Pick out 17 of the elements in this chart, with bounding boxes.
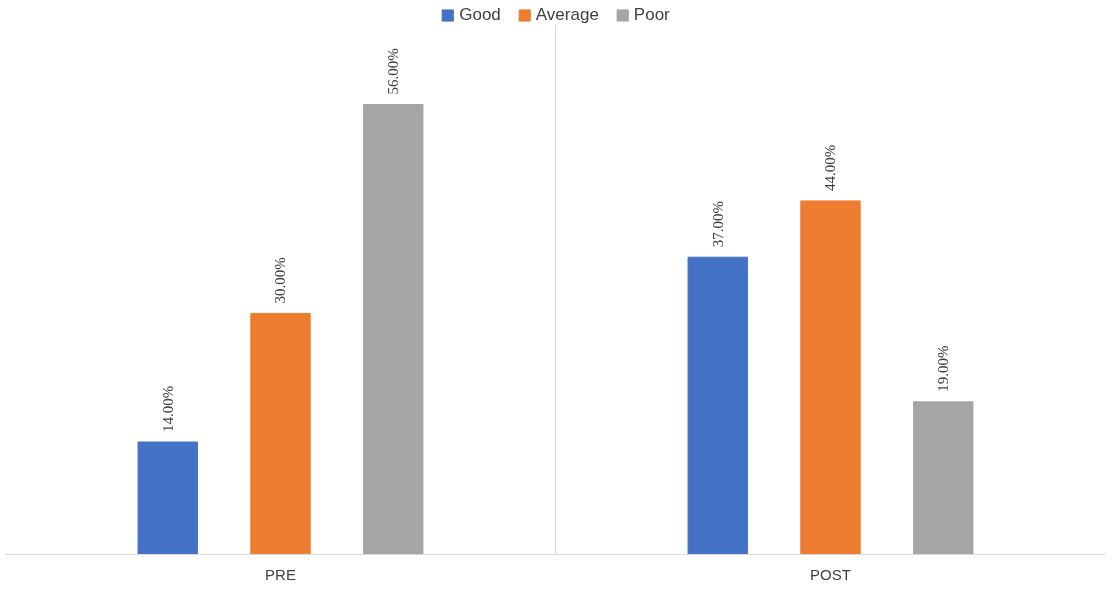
data-label: 14.00% <box>159 385 176 432</box>
bar <box>687 256 748 555</box>
x-tick-label: PRE <box>265 565 296 583</box>
bar <box>800 200 861 555</box>
legend-label: Average <box>535 5 599 25</box>
data-label: 56.00% <box>385 48 402 95</box>
data-label: 19.00% <box>935 345 952 392</box>
data-label: 37.00% <box>709 200 726 248</box>
data-label: 30.00% <box>272 257 289 304</box>
x-tick-label: POST <box>810 565 851 583</box>
legend-label: Good <box>459 5 501 25</box>
bar <box>913 401 974 555</box>
legend-label: Poor <box>633 5 670 25</box>
bar <box>363 104 424 555</box>
bar <box>137 441 198 555</box>
bar <box>250 312 311 555</box>
data-label: 44.00% <box>822 144 839 191</box>
